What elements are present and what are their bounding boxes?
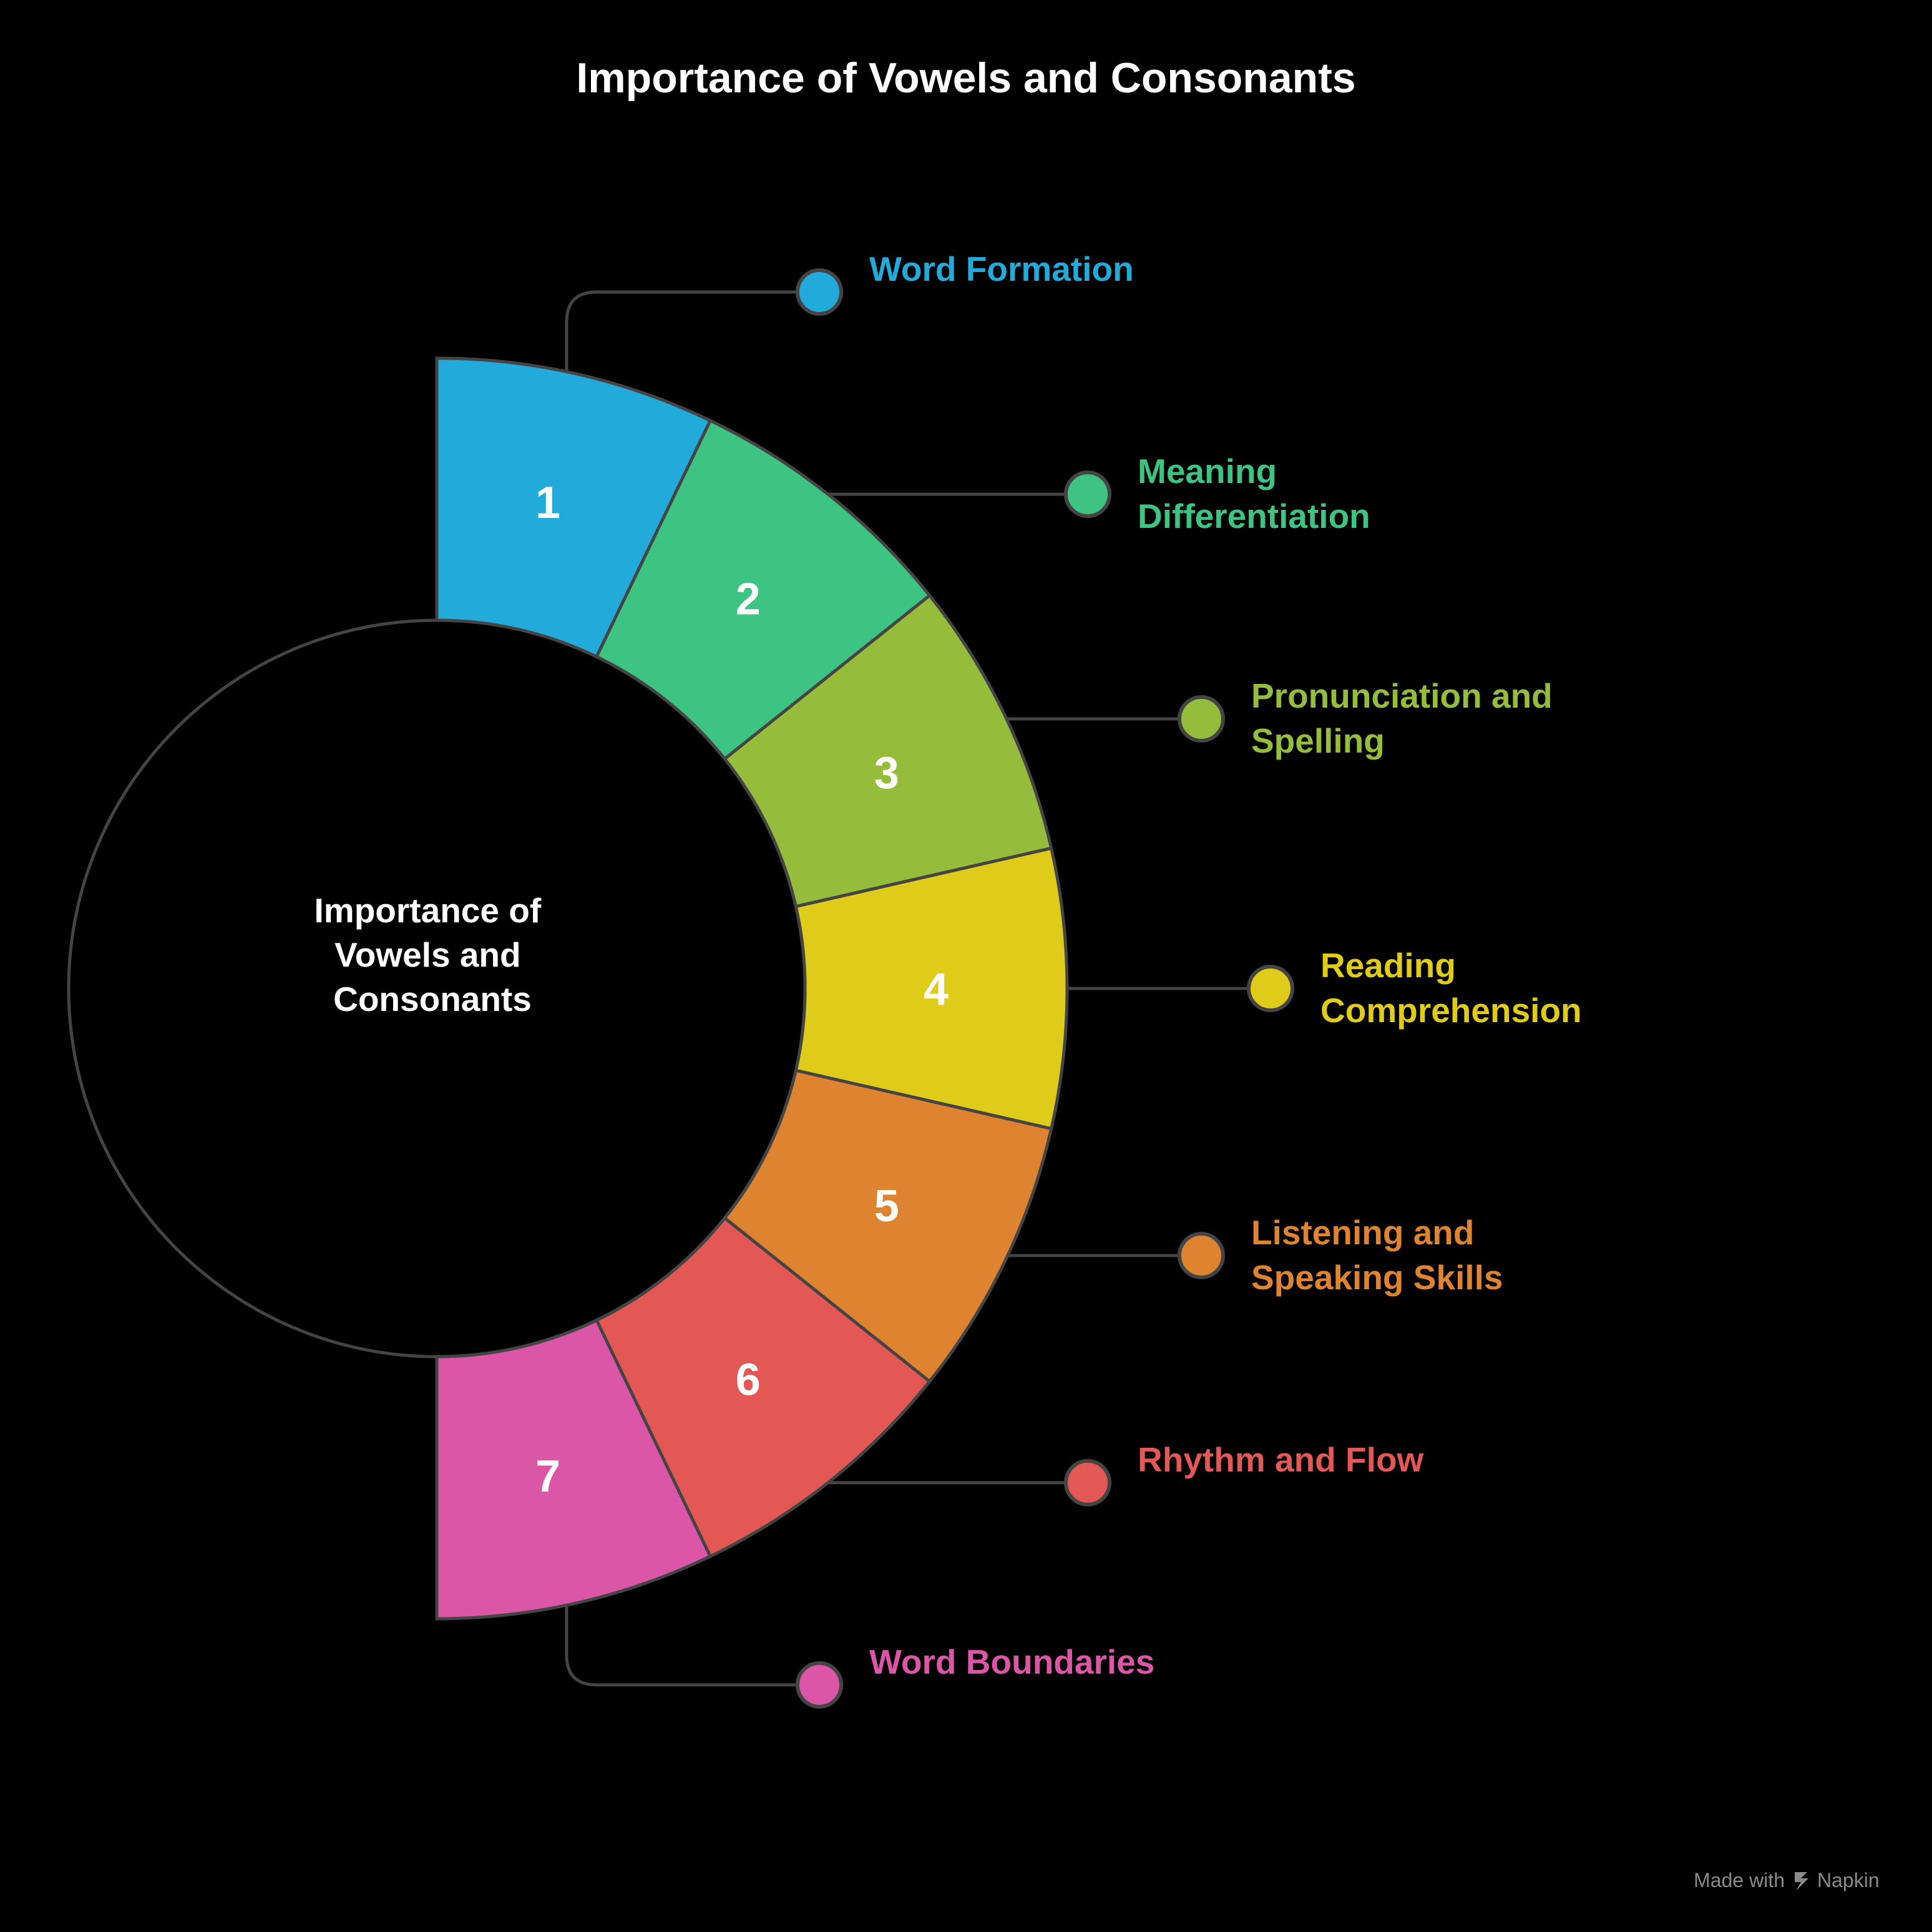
center-circle — [67, 618, 807, 1359]
segment-label-2-line-2: Differentiation — [1138, 497, 1370, 535]
segment-label-1-line-1: Word Formation — [869, 250, 1134, 288]
label-dot-5 — [1178, 1232, 1225, 1279]
segment-number-3: 3 — [874, 748, 899, 798]
segment-label-4-line-2: Comprehension — [1320, 991, 1582, 1030]
label-dot-6 — [1064, 1459, 1111, 1506]
segment-label-6-line-1: Rhythm and Flow — [1138, 1440, 1424, 1479]
center-label-line-2: Vowels and — [334, 935, 521, 974]
segment-label-2: Meaning Differentiation — [1138, 452, 1370, 535]
segment-label-5-line-2: Speaking Skills — [1251, 1258, 1503, 1297]
segment-number-4: 4 — [924, 965, 949, 1015]
segment-label-3-line-1: Pronunciation and — [1251, 676, 1553, 715]
label-dot-2 — [1064, 471, 1111, 518]
segment-number-1: 1 — [535, 478, 560, 528]
label-dots — [796, 268, 1294, 1709]
center-label-line-3: Consonants — [333, 980, 532, 1018]
segment-label-4-line-1: Reading — [1320, 946, 1456, 985]
segment-number-6: 6 — [736, 1355, 761, 1405]
segment-label-1: Word Formation — [869, 250, 1134, 288]
center-label-line-1: Importance of — [315, 891, 542, 930]
connector-lines — [565, 290, 1271, 1687]
segment-label-5: Listening and Speaking Skills — [1251, 1213, 1503, 1297]
label-dot-3 — [1178, 695, 1225, 743]
footer-brand: Napkin — [1817, 1869, 1880, 1891]
segment-label-6: Rhythm and Flow — [1138, 1440, 1424, 1479]
segment-number-7: 7 — [535, 1451, 560, 1501]
segment-number-5: 5 — [874, 1181, 899, 1231]
center-label: Importance of Vowels and Consonants — [315, 891, 551, 1018]
label-dot-4 — [1247, 965, 1294, 1012]
label-dot-7 — [796, 1661, 843, 1709]
page-title: Importance of Vowels and Consonants — [576, 54, 1355, 102]
segment-label-5-line-1: Listening and — [1251, 1213, 1475, 1252]
segment-label-4: Reading Comprehension — [1320, 946, 1582, 1030]
label-dot-1 — [796, 268, 843, 316]
connector-7 — [565, 1601, 819, 1687]
segment-label-7: Word Boundaries — [869, 1642, 1154, 1681]
footer: Made with Napkin — [1694, 1869, 1879, 1891]
segment-numbers: 1 2 3 4 5 6 7 — [535, 478, 949, 1501]
footer-made-with: Made with — [1694, 1869, 1785, 1891]
segment-label-3-line-2: Spelling — [1251, 721, 1385, 760]
segment-label-7-line-1: Word Boundaries — [869, 1642, 1154, 1681]
connector-1 — [565, 290, 819, 376]
segment-labels: Word Formation Meaning Differentiation Pron… — [869, 250, 1582, 1681]
napkin-logo-icon — [1795, 1872, 1808, 1891]
segment-label-2-line-1: Meaning — [1138, 452, 1277, 490]
segment-number-2: 2 — [736, 575, 761, 625]
segment-label-3: Pronunciation and Spelling — [1251, 676, 1553, 760]
